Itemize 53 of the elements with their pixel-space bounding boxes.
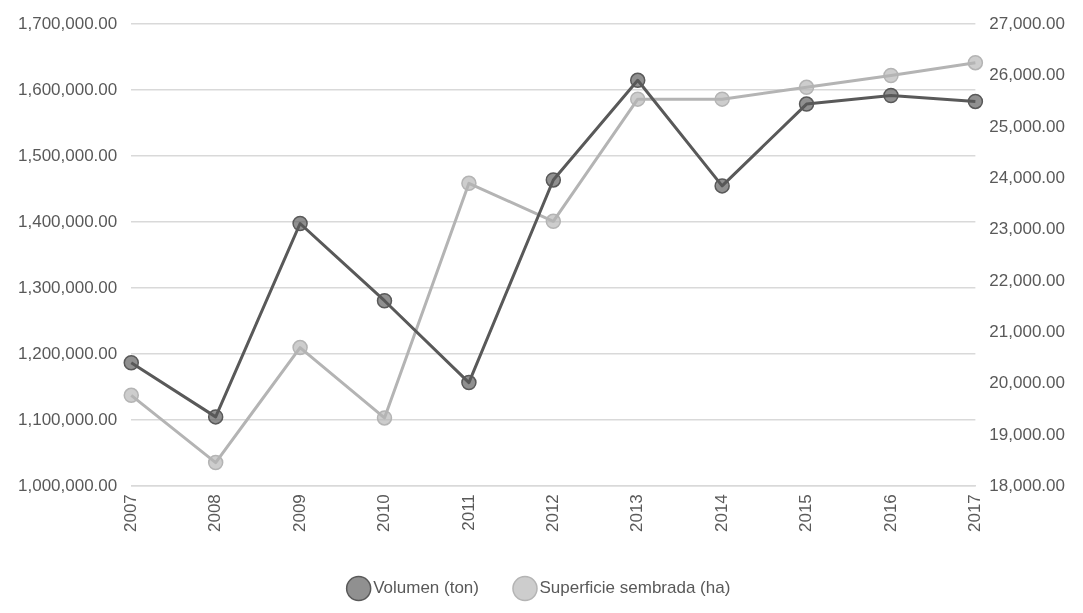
- point: [629, 91, 646, 107]
- x-tick-label: 2008: [205, 494, 225, 533]
- point: [123, 355, 140, 371]
- legend-label: Volumen (ton): [373, 578, 479, 598]
- point: [967, 93, 984, 110]
- point: [798, 79, 815, 96]
- point: [123, 387, 140, 404]
- y-tick-label: 1,000,000.00: [18, 475, 118, 495]
- y-tick-label: 1,400,000.00: [18, 211, 118, 231]
- point: [292, 339, 308, 356]
- point: [714, 91, 730, 107]
- y2-tick-label: 20,000.00: [989, 373, 1066, 393]
- point: [461, 175, 477, 192]
- y2-tick-label: 22,000.00: [989, 270, 1066, 290]
- point: [207, 409, 224, 425]
- y2-tick-label: 23,000.00: [989, 219, 1066, 239]
- x-tick-label: 2011: [458, 494, 478, 531]
- y2-tick-label: 18,000.00: [989, 475, 1066, 495]
- x-tick-label: 2009: [289, 494, 309, 533]
- x-tick-label: 2016: [880, 494, 900, 533]
- point: [883, 67, 899, 84]
- x-tick-label: 2012: [543, 494, 562, 533]
- y-tick-label: 1,300,000.00: [18, 277, 118, 297]
- point: [376, 292, 393, 309]
- point: [545, 213, 562, 230]
- legend-label: Superficie sembrada (ha): [539, 578, 731, 598]
- y2-tick-label: 26,000.00: [989, 65, 1066, 85]
- x-tick-label: 2015: [796, 494, 816, 533]
- point: [629, 72, 646, 89]
- y2-tick-label: 24,000.00: [989, 167, 1066, 187]
- point: [545, 172, 562, 188]
- y2-tick-label: 19,000.00: [989, 424, 1066, 444]
- y2-tick-label: 27,000.00: [989, 13, 1066, 33]
- point: [883, 87, 899, 104]
- point: [798, 96, 815, 112]
- x-tick-label: 2010: [374, 494, 394, 533]
- point: [376, 410, 393, 426]
- point: [207, 454, 224, 471]
- y-tick-label: 1,700,000.00: [18, 13, 118, 33]
- y-tick-label: 1,600,000.00: [18, 79, 118, 99]
- point: [461, 374, 477, 391]
- y-tick-label: 1,100,000.00: [18, 409, 118, 429]
- y2-tick-label: 25,000.00: [989, 116, 1066, 136]
- point: [967, 54, 984, 71]
- x-tick-label: 2014: [711, 494, 731, 533]
- y-tick-label: 1,200,000.00: [18, 343, 118, 363]
- point: [292, 215, 308, 232]
- y-tick-label: 1,500,000.00: [18, 145, 118, 165]
- x-tick-label: 2013: [627, 494, 647, 533]
- point: [714, 178, 730, 194]
- x-tick-label: 2007: [120, 494, 140, 533]
- x-tick-label: 2017: [965, 494, 985, 533]
- y2-tick-label: 21,000.00: [989, 321, 1066, 341]
